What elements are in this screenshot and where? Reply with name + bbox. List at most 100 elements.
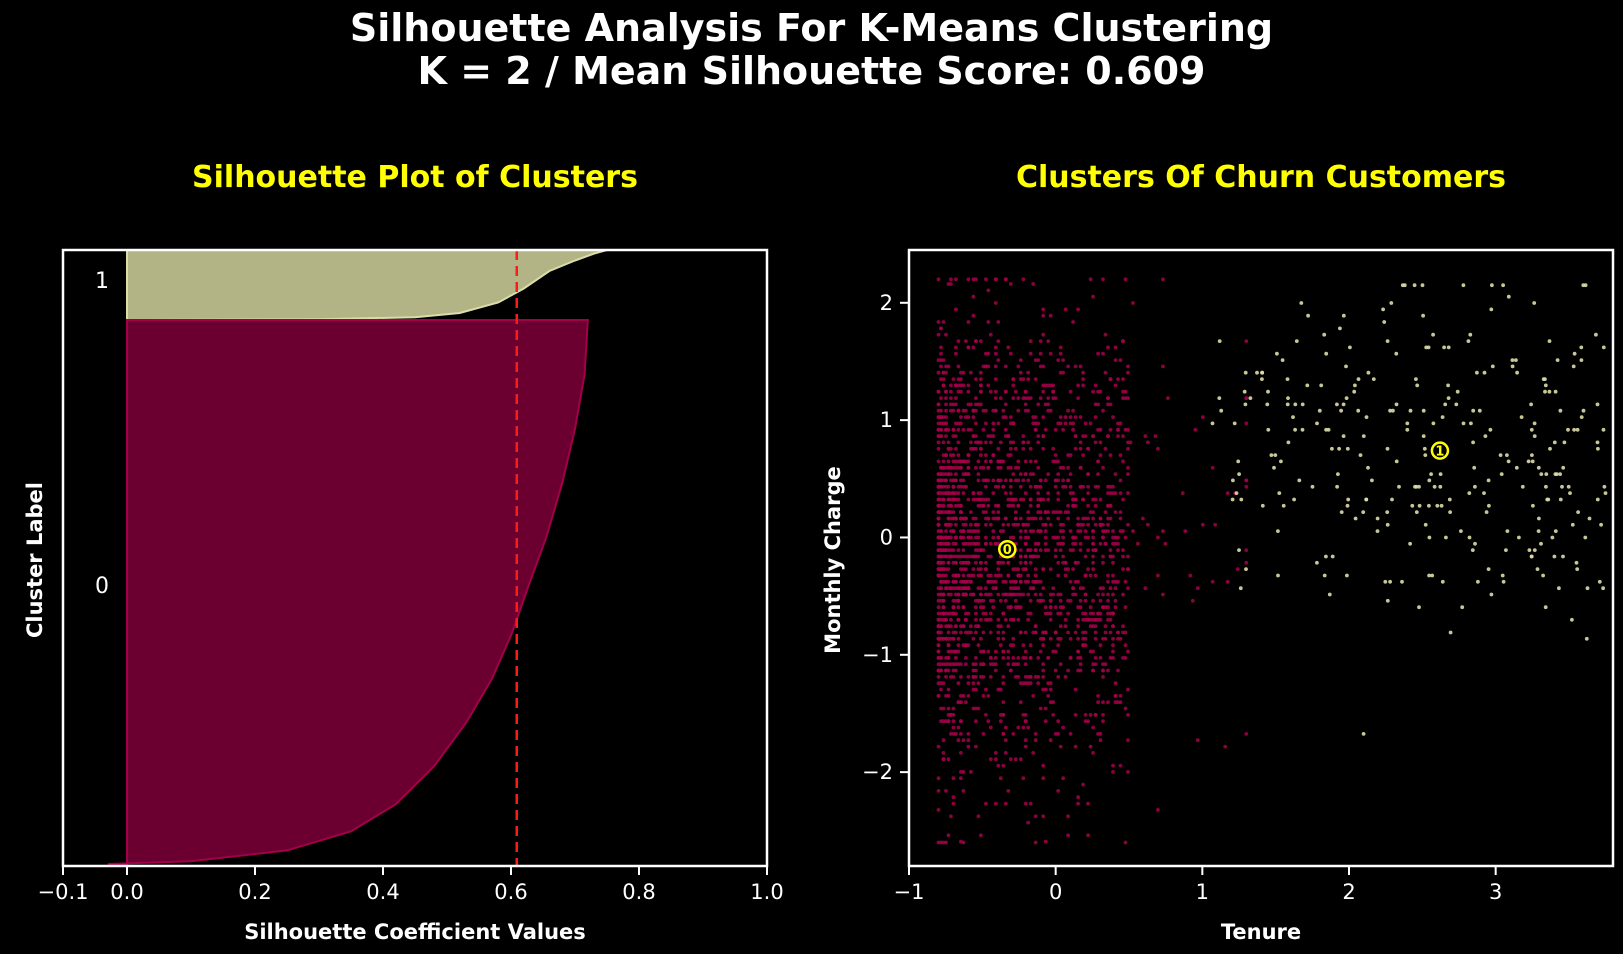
cluster-1-point bbox=[1297, 478, 1302, 483]
cluster-0-point bbox=[1046, 497, 1051, 502]
cluster-1-point bbox=[1272, 465, 1276, 470]
cluster-1-point bbox=[1561, 554, 1565, 559]
cluster-0-point bbox=[984, 541, 988, 546]
cluster-1-point bbox=[1487, 503, 1491, 508]
cluster-0-point bbox=[1213, 522, 1218, 527]
cluster-0-point bbox=[944, 573, 948, 578]
cluster-0-point bbox=[954, 402, 958, 407]
cluster-0-point bbox=[1043, 706, 1048, 711]
cluster-0-point bbox=[1031, 415, 1036, 419]
cluster-0-point bbox=[1023, 459, 1028, 464]
cluster-0-point bbox=[1071, 427, 1075, 432]
cluster-1-point bbox=[1341, 313, 1346, 318]
cluster-0-point bbox=[974, 277, 978, 282]
cluster-1-point bbox=[1394, 402, 1399, 407]
cluster-0-point bbox=[988, 598, 993, 603]
silhouette-xtick-label: 0.4 bbox=[366, 880, 399, 904]
cluster-0-point bbox=[971, 668, 976, 673]
cluster-0-point bbox=[1041, 687, 1046, 692]
scatter-xtick-label: 3 bbox=[1489, 880, 1502, 904]
cluster-1-point bbox=[1276, 529, 1280, 533]
cluster-0-point bbox=[1058, 345, 1063, 350]
cluster-0-point bbox=[976, 681, 981, 686]
cluster-0-point bbox=[946, 465, 951, 470]
cluster-1-point bbox=[1570, 522, 1575, 527]
cluster-0-point bbox=[1063, 675, 1068, 679]
cluster-0-point bbox=[959, 516, 963, 521]
cluster-0-point bbox=[1016, 459, 1021, 464]
cluster-0-point bbox=[998, 776, 1003, 781]
cluster-1-point bbox=[1535, 567, 1540, 571]
cluster-1-point bbox=[1595, 402, 1600, 407]
cluster-0-point bbox=[1146, 440, 1150, 445]
cluster-0-point bbox=[1093, 656, 1098, 660]
cluster-0-point bbox=[996, 421, 1001, 426]
cluster-1-point bbox=[1315, 560, 1319, 565]
cluster-0-point bbox=[954, 446, 958, 451]
cluster-0-point bbox=[1031, 516, 1036, 521]
cluster-0-point bbox=[986, 497, 991, 502]
cluster-0-point bbox=[1076, 605, 1080, 610]
cluster-1-point bbox=[1520, 484, 1525, 489]
cluster-0-point bbox=[1008, 446, 1013, 451]
cluster-1-point bbox=[1293, 427, 1297, 432]
cluster-0-point bbox=[981, 649, 986, 654]
cluster-0-point bbox=[1053, 484, 1058, 489]
cluster-0-point bbox=[1093, 713, 1098, 717]
cluster-0-point bbox=[1058, 592, 1063, 597]
cluster-0-point bbox=[949, 396, 953, 400]
cluster-0-point bbox=[1108, 377, 1113, 381]
cluster-0-point bbox=[944, 529, 948, 533]
cluster-1-point bbox=[1315, 421, 1319, 426]
cluster-0-point bbox=[959, 503, 963, 508]
cluster-0-point bbox=[936, 522, 941, 527]
cluster-0-point bbox=[976, 529, 981, 533]
cluster-0-point bbox=[1156, 808, 1160, 812]
cluster-0-point bbox=[1076, 801, 1080, 806]
cluster-0-point bbox=[964, 339, 968, 343]
cluster-0-point bbox=[964, 611, 968, 616]
cluster-0-point bbox=[1041, 776, 1046, 781]
cluster-0-point bbox=[1116, 630, 1120, 635]
cluster-0-point bbox=[966, 675, 971, 679]
cluster-0-point bbox=[1026, 611, 1031, 616]
cluster-0-point bbox=[1163, 541, 1168, 546]
cluster-1-point bbox=[1476, 579, 1480, 584]
cluster-0-point bbox=[936, 611, 941, 616]
cluster-0-point bbox=[954, 656, 958, 660]
cluster-1-point bbox=[1322, 332, 1327, 337]
cluster-0-point bbox=[979, 491, 983, 495]
cluster-0-point bbox=[936, 332, 941, 337]
cluster-0-point bbox=[959, 732, 963, 736]
cluster-0-point bbox=[964, 656, 968, 660]
cluster-0-point bbox=[1046, 656, 1051, 660]
cluster-1-point bbox=[1353, 383, 1357, 388]
cluster-0-point bbox=[1016, 656, 1021, 660]
cluster-0-point bbox=[976, 814, 981, 819]
cluster-0-point bbox=[941, 503, 946, 508]
cluster-0-point bbox=[1033, 427, 1038, 432]
cluster-1-point bbox=[1560, 484, 1564, 489]
cluster-0-point bbox=[1113, 694, 1118, 698]
cluster-1-point bbox=[1388, 579, 1392, 584]
cluster-0-point bbox=[998, 643, 1003, 648]
cluster-0-point bbox=[1071, 320, 1075, 324]
cluster-0-point bbox=[981, 503, 986, 508]
scatter-xtick-label: −1 bbox=[894, 880, 925, 904]
cluster-0-point bbox=[988, 522, 993, 527]
cluster-0-point bbox=[1006, 497, 1011, 502]
cluster-0-point bbox=[1058, 415, 1063, 419]
cluster-0-point bbox=[959, 465, 963, 470]
cluster-0-point bbox=[979, 605, 983, 610]
cluster-0-point bbox=[951, 795, 956, 800]
cluster-0-point bbox=[1033, 592, 1038, 597]
cluster-0-point bbox=[1113, 598, 1118, 603]
cluster-0-point bbox=[1033, 541, 1038, 546]
cluster-0-point bbox=[1056, 516, 1061, 521]
cluster-0-point bbox=[939, 687, 943, 692]
cluster-0-point bbox=[959, 700, 963, 705]
cluster-0-point bbox=[939, 364, 943, 369]
cluster-1-point bbox=[1504, 548, 1508, 552]
cluster-1-point bbox=[1375, 529, 1380, 533]
cluster-0-point bbox=[964, 415, 968, 419]
